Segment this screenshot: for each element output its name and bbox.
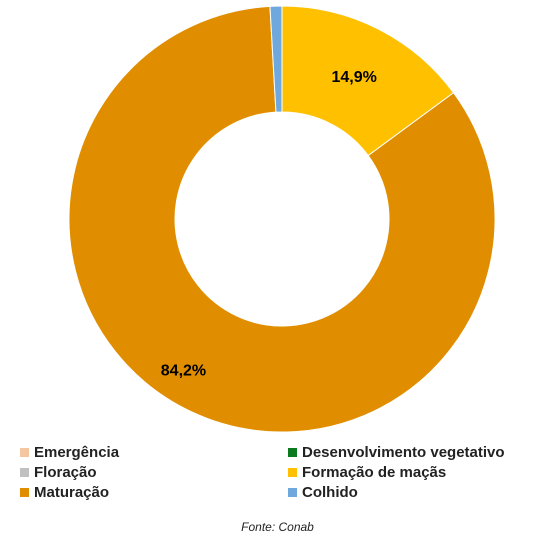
legend-swatch	[288, 447, 297, 457]
data-label-forma-o-de-ma-s: 14,9%	[332, 69, 377, 86]
legend-label: Formação de maçãs	[302, 463, 447, 481]
legend-item: Desenvolvimento vegetativo	[288, 442, 505, 462]
slice-forma-o-de-ma-s	[281, 5, 455, 157]
legend-swatch	[20, 467, 29, 477]
legend-label: Floração	[34, 463, 97, 481]
legend-item: Formação de maçãs	[288, 462, 446, 482]
legend-swatch	[20, 447, 29, 457]
legend-swatch	[288, 467, 297, 477]
data-label-matura-o: 84,2%	[161, 363, 206, 380]
donut-chart: 14,9% 84,2%	[68, 5, 496, 433]
slice-colhido	[269, 5, 283, 113]
legend-label: Colhido	[302, 483, 358, 501]
legend-item: Maturação	[20, 482, 109, 502]
source-note: Fonte: Conab	[241, 520, 314, 534]
legend-label: Emergência	[34, 443, 120, 461]
legend-swatch	[20, 487, 29, 497]
legend-label: Maturação	[34, 483, 110, 501]
legend-item: Colhido	[288, 482, 358, 502]
legend-item: Emergência	[20, 442, 119, 462]
legend-label: Desenvolvimento vegetativo	[302, 443, 505, 461]
legend-swatch	[288, 487, 297, 497]
legend-item: Floração	[20, 462, 97, 482]
slice-matura-o	[68, 5, 496, 433]
